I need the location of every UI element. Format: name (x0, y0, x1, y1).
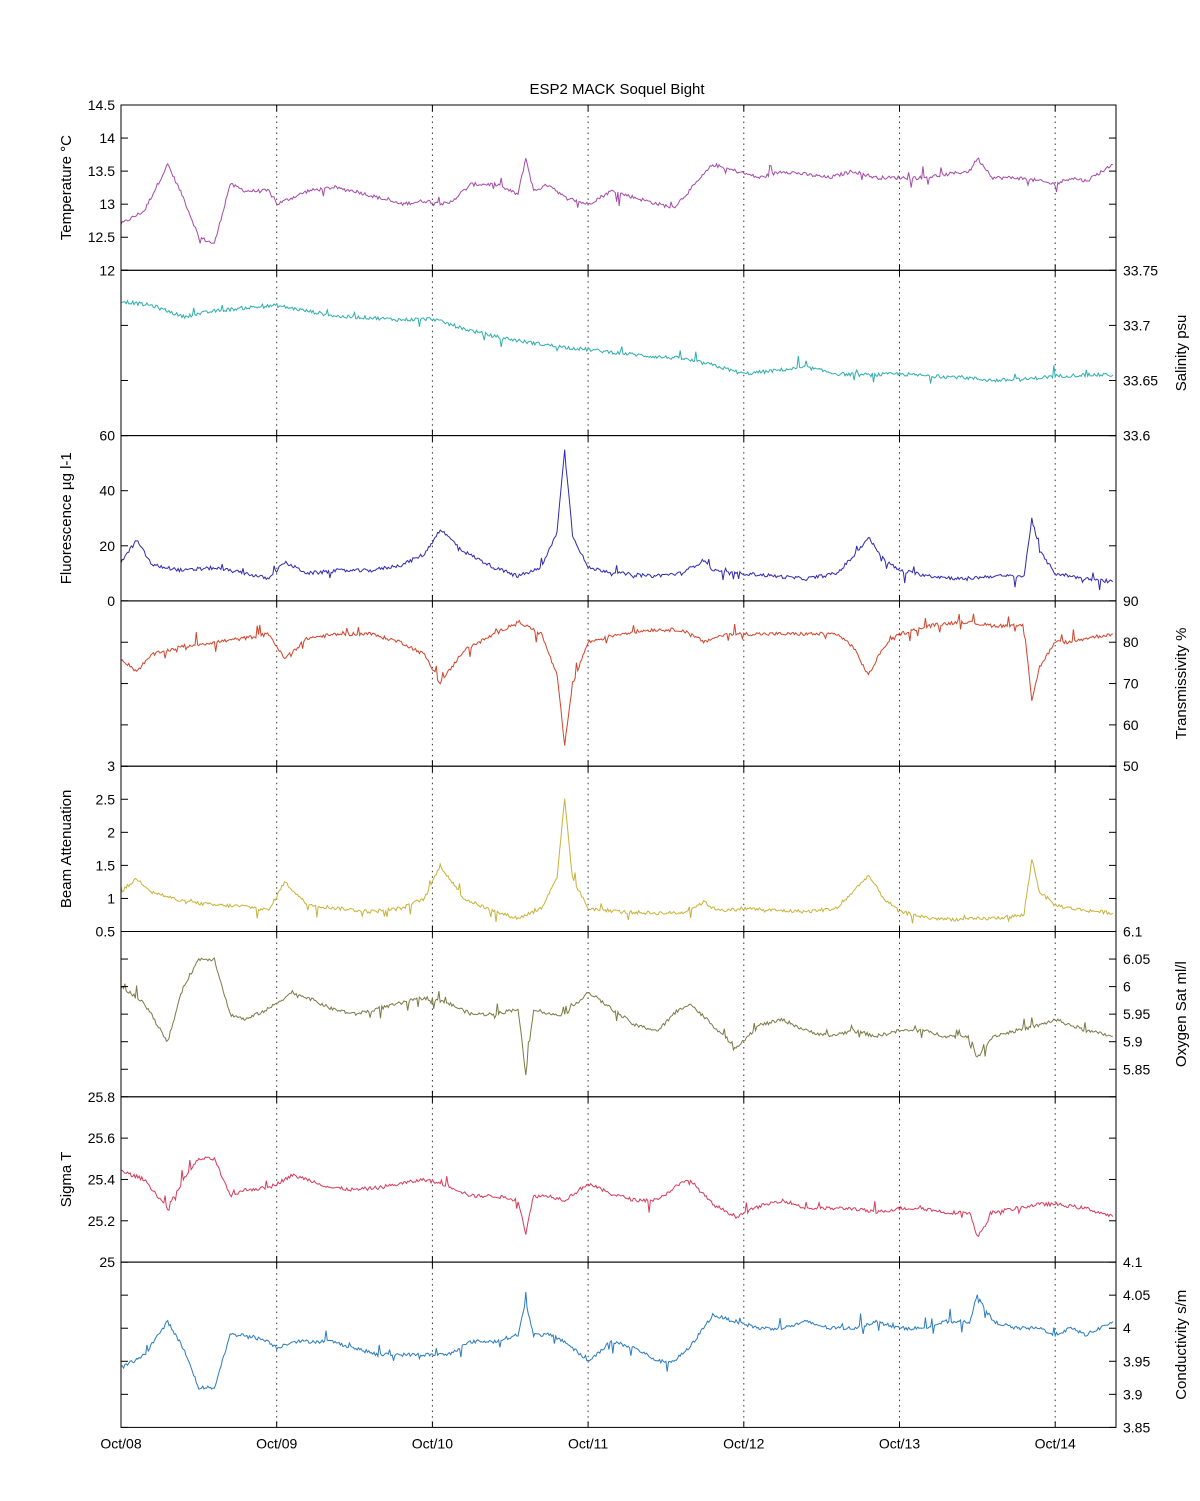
series-line-transmissivity (120, 613, 1113, 746)
x-tick-label: Oct/14 (1035, 1435, 1076, 1451)
y-tick-label: 33.6 (1123, 428, 1150, 444)
y-tick-label: 6.05 (1123, 951, 1150, 967)
y-tick-label: 1.5 (96, 857, 116, 873)
y-tick-label: 80 (1123, 634, 1139, 650)
panel-frame (120, 1096, 1117, 1263)
y-tick-label: 25.8 (88, 1089, 115, 1105)
x-tick-label: Oct/08 (100, 1435, 141, 1451)
y-axis-label: Transmissivity % (1173, 628, 1190, 740)
y-tick-label: 60 (99, 428, 115, 444)
y-tick-label: 40 (99, 483, 115, 499)
y-tick-label: 33.65 (1123, 373, 1158, 389)
y-tick-label: 5.9 (1123, 1034, 1143, 1050)
y-tick-label: 25.2 (88, 1213, 115, 1229)
series-line-beam-attenuation (120, 798, 1114, 924)
y-tick-label: 4 (1123, 1320, 1131, 1336)
y-tick-label: 5.95 (1123, 1006, 1150, 1022)
panel-conductivity: 3.85 3.9 3.95 4 4.05 4.1 Conductivity s/m (120, 1254, 1190, 1435)
x-tick-label: Oct/13 (879, 1435, 920, 1451)
x-tick-label: Oct/11 (568, 1435, 608, 1451)
x-tick-label: Oct/09 (256, 1435, 297, 1451)
series-line-fluorescence (120, 449, 1114, 591)
y-tick-label: 0 (107, 593, 115, 609)
y-tick-label: 3 (107, 758, 115, 774)
panel-frame (120, 104, 1117, 271)
x-tick-label: Oct/10 (412, 1435, 453, 1451)
panel-beam-attenuation: 0.5 1 1.5 2 2.5 3 Beam Attenuation (58, 758, 1117, 940)
y-tick-label: 90 (1123, 593, 1139, 609)
y-axis-label: Fluorescence µg l-1 (58, 452, 75, 584)
y-tick-label: 50 (1123, 758, 1139, 774)
y-tick-label: 14.5 (88, 97, 115, 113)
y-tick-label: 5.85 (1123, 1061, 1150, 1077)
panel-frame (120, 600, 1117, 767)
series-line-conductivity (120, 1291, 1114, 1390)
series-line-sigma-t (120, 1156, 1114, 1237)
y-tick-label: 3.95 (1123, 1353, 1150, 1369)
y-tick-label: 20 (99, 538, 115, 554)
panel-transmissivity: 50 60 70 80 90 Transmissivity % (120, 593, 1190, 774)
panel-salinity: 33.6 33.65 33.7 33.75 Salinity psu (120, 262, 1190, 444)
y-tick-label: 3.9 (1123, 1386, 1143, 1402)
y-tick-label: 1 (107, 890, 115, 906)
y-tick-label: 25 (99, 1254, 115, 1270)
chart-title: ESP2 MACK Soquel Bight (529, 81, 705, 98)
y-tick-label: 0.5 (96, 924, 116, 940)
y-tick-label: 2 (107, 824, 115, 840)
y-tick-label: 12 (99, 262, 115, 278)
y-axis-label: Sigma T (58, 1152, 75, 1208)
y-axis-label: Oxygen Sat ml/l (1173, 961, 1190, 1067)
y-tick-label: 6 (1123, 979, 1131, 995)
y-tick-label: 70 (1123, 676, 1139, 692)
y-axis-label: Beam Attenuation (58, 790, 75, 908)
y-tick-label: 3.85 (1123, 1419, 1150, 1435)
y-tick-label: 13.5 (88, 163, 115, 179)
y-tick-label: 4.1 (1123, 1254, 1143, 1270)
y-axis-label: Temperature °C (58, 135, 75, 240)
y-tick-label: 14 (99, 130, 115, 146)
series-line-salinity (120, 299, 1114, 384)
series-line-temperature (120, 157, 1113, 244)
panel-fluorescence: 0 20 40 60 Fluorescence µg l-1 (58, 428, 1117, 609)
y-tick-label: 13 (99, 196, 115, 212)
x-tick-label: Oct/12 (723, 1435, 764, 1451)
y-tick-label: 33.7 (1123, 317, 1150, 333)
y-tick-label: 12.5 (88, 229, 115, 245)
y-tick-label: 25.4 (88, 1171, 115, 1187)
y-tick-label: 2.5 (96, 791, 116, 807)
y-tick-label: 33.75 (1123, 262, 1158, 278)
y-tick-label: 25.6 (88, 1130, 115, 1146)
y-tick-label: 6.1 (1123, 924, 1143, 940)
y-tick-label: 60 (1123, 717, 1139, 733)
y-tick-label: 4.05 (1123, 1287, 1150, 1303)
y-axis-label: Conductivity s/m (1173, 1290, 1190, 1400)
y-axis-label: Salinity psu (1173, 315, 1190, 392)
panel-temperature: 12 12.5 13 13.5 14 14.5 Temperature °C (58, 97, 1117, 278)
panel-frame (120, 1261, 1117, 1428)
panel-oxygen-sat: 5.85 5.9 5.95 6 6.05 6.1 Oxygen Sat ml/l (120, 924, 1190, 1098)
series-line-oxygen-sat (120, 957, 1113, 1076)
panel-sigma-t: 25 25.2 25.4 25.6 25.8 Sigma T (58, 1089, 1117, 1270)
